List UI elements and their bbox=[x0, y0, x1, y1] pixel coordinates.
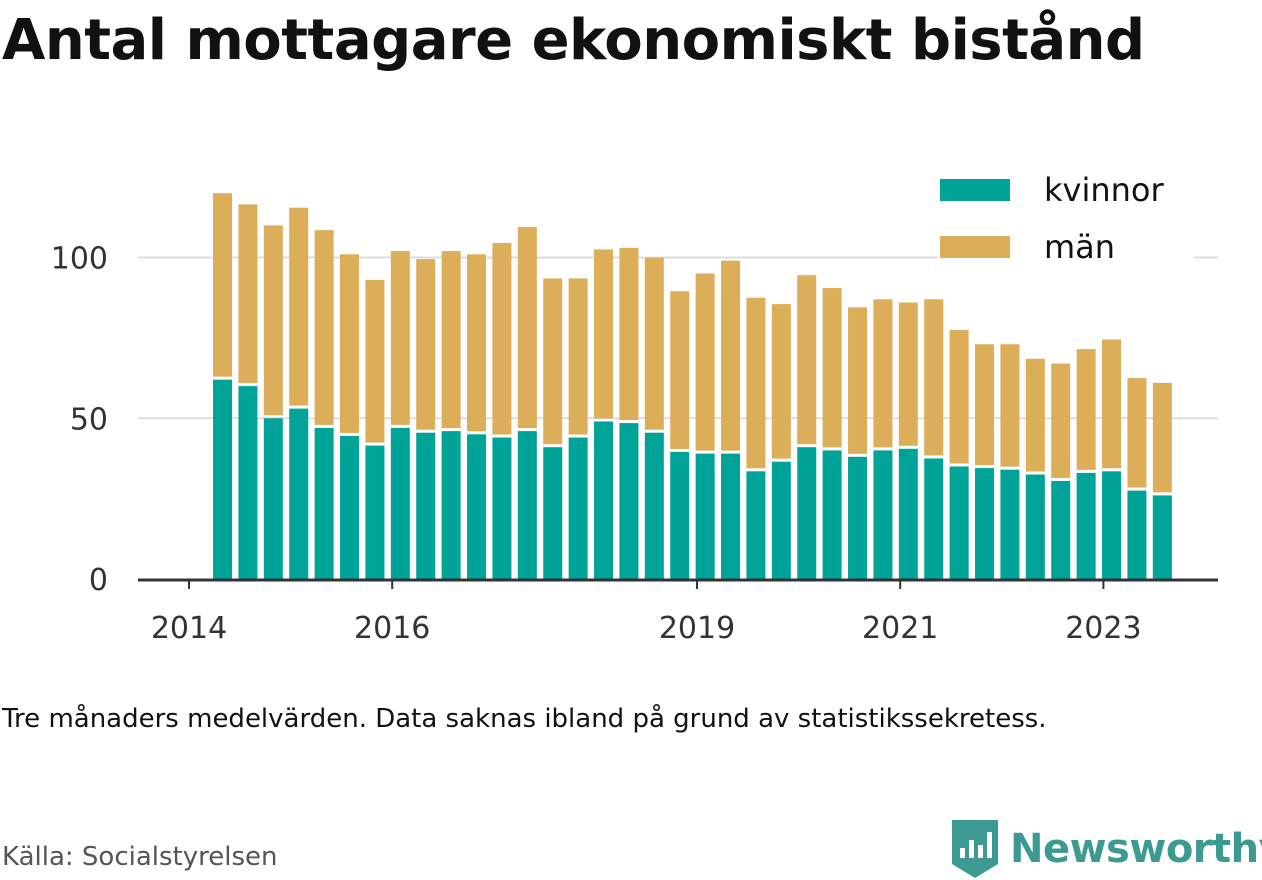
bar-kvinnor bbox=[365, 445, 385, 579]
bar-kvinnor bbox=[517, 431, 537, 579]
bar-kvinnor bbox=[619, 423, 639, 579]
bar-kvinnor bbox=[467, 434, 487, 579]
bar-kvinnor bbox=[289, 408, 309, 579]
bar-man bbox=[238, 204, 258, 384]
bar-man bbox=[1000, 344, 1020, 467]
bar-kvinnor bbox=[822, 450, 842, 579]
bar-kvinnor bbox=[797, 447, 817, 579]
bar-man bbox=[975, 344, 995, 466]
legend-label: män bbox=[1044, 228, 1115, 266]
bar-man bbox=[797, 275, 817, 445]
bar-man bbox=[467, 254, 487, 432]
bar-man bbox=[594, 249, 614, 419]
bar-kvinnor bbox=[568, 437, 588, 579]
bar-kvinnor bbox=[848, 456, 868, 579]
bar-kvinnor bbox=[340, 435, 360, 579]
bar-kvinnor bbox=[238, 386, 258, 579]
legend-swatch bbox=[940, 236, 1010, 258]
chart-note: Tre månaders medelvärden. Data saknas ib… bbox=[2, 704, 1047, 734]
bar-man bbox=[263, 225, 283, 416]
bar-man bbox=[1127, 378, 1147, 488]
bar-man bbox=[1152, 382, 1172, 493]
y-tick-label: 100 bbox=[51, 242, 108, 277]
newsworthy-logo-icon bbox=[952, 820, 998, 878]
bar-man bbox=[289, 207, 309, 406]
bar-kvinnor bbox=[975, 468, 995, 579]
bar-man bbox=[492, 243, 512, 435]
x-tick-label: 2023 bbox=[1065, 611, 1141, 646]
bar-kvinnor bbox=[1000, 469, 1020, 579]
bar-kvinnor bbox=[1127, 490, 1147, 579]
bar-man bbox=[213, 193, 233, 377]
axes: 0 50 100 2014 2016 2019 2021 2023 bbox=[51, 242, 1218, 646]
bar-man bbox=[416, 259, 436, 430]
bar-man bbox=[949, 329, 969, 464]
x-tick-label: 2014 bbox=[151, 611, 227, 646]
bar-man bbox=[314, 230, 334, 425]
bar-kvinnor bbox=[949, 466, 969, 579]
bar-kvinnor bbox=[898, 448, 918, 579]
bar-man bbox=[873, 299, 893, 448]
x-tick-label: 2021 bbox=[862, 611, 938, 646]
bars bbox=[213, 193, 1172, 579]
bar-kvinnor bbox=[1102, 471, 1122, 579]
bar-man bbox=[644, 257, 664, 430]
bar-kvinnor bbox=[771, 461, 791, 579]
bar-man bbox=[619, 247, 639, 421]
bar-kvinnor bbox=[670, 452, 690, 579]
chart-title: Antal mottagare ekonomiskt bistånd bbox=[2, 8, 1145, 73]
bar-kvinnor bbox=[924, 458, 944, 579]
bar-man bbox=[771, 304, 791, 459]
bar-man bbox=[1102, 339, 1122, 469]
bar-man bbox=[1076, 349, 1096, 470]
bar-man bbox=[1051, 363, 1071, 478]
bar-man bbox=[568, 278, 588, 435]
bar-kvinnor bbox=[1152, 495, 1172, 579]
brand-name: Newsworthy bbox=[1010, 826, 1262, 872]
bar-kvinnor bbox=[416, 432, 436, 579]
bar-man bbox=[721, 260, 741, 451]
bar-kvinnor bbox=[695, 453, 715, 579]
bar-man bbox=[543, 278, 563, 445]
bar-kvinnor bbox=[1025, 474, 1045, 579]
bar-man bbox=[340, 254, 360, 433]
bar-kvinnor bbox=[390, 427, 410, 579]
bar-man bbox=[390, 251, 410, 425]
x-tick-label: 2016 bbox=[354, 611, 430, 646]
source-text: Källa: Socialstyrelsen bbox=[2, 842, 278, 872]
bar-man bbox=[517, 226, 537, 429]
legend: kvinnor män bbox=[938, 171, 1194, 274]
bar-kvinnor bbox=[543, 447, 563, 579]
bar-man bbox=[822, 288, 842, 448]
bar-man bbox=[746, 297, 766, 469]
bar-kvinnor bbox=[1076, 472, 1096, 579]
bar-kvinnor bbox=[314, 427, 334, 579]
bar-man bbox=[670, 291, 690, 450]
bar-man bbox=[898, 302, 918, 446]
bar-kvinnor bbox=[721, 453, 741, 579]
bar-man bbox=[365, 280, 385, 443]
stacked-bar-chart: 0 50 100 2014 2016 2019 2021 2023 kvinnor män bbox=[51, 171, 1218, 646]
bar-man bbox=[924, 299, 944, 456]
y-tick-label: 50 bbox=[70, 402, 108, 437]
bar-man bbox=[848, 307, 868, 454]
bar-kvinnor bbox=[746, 471, 766, 579]
bar-man bbox=[695, 273, 715, 451]
y-tick-label: 0 bbox=[89, 563, 108, 598]
bar-kvinnor bbox=[213, 379, 233, 579]
legend-swatch bbox=[940, 179, 1010, 201]
bar-kvinnor bbox=[263, 418, 283, 579]
bar-man bbox=[1025, 358, 1045, 472]
bar-kvinnor bbox=[594, 421, 614, 579]
legend-label: kvinnor bbox=[1044, 171, 1165, 209]
bar-kvinnor bbox=[492, 437, 512, 579]
bar-man bbox=[441, 251, 461, 429]
x-tick-label: 2019 bbox=[659, 611, 735, 646]
bar-kvinnor bbox=[644, 432, 664, 579]
bar-kvinnor bbox=[441, 431, 461, 579]
bar-kvinnor bbox=[1051, 480, 1071, 579]
newsworthy-logo[interactable]: Newsworthy bbox=[950, 818, 1262, 880]
bar-kvinnor bbox=[873, 450, 893, 579]
